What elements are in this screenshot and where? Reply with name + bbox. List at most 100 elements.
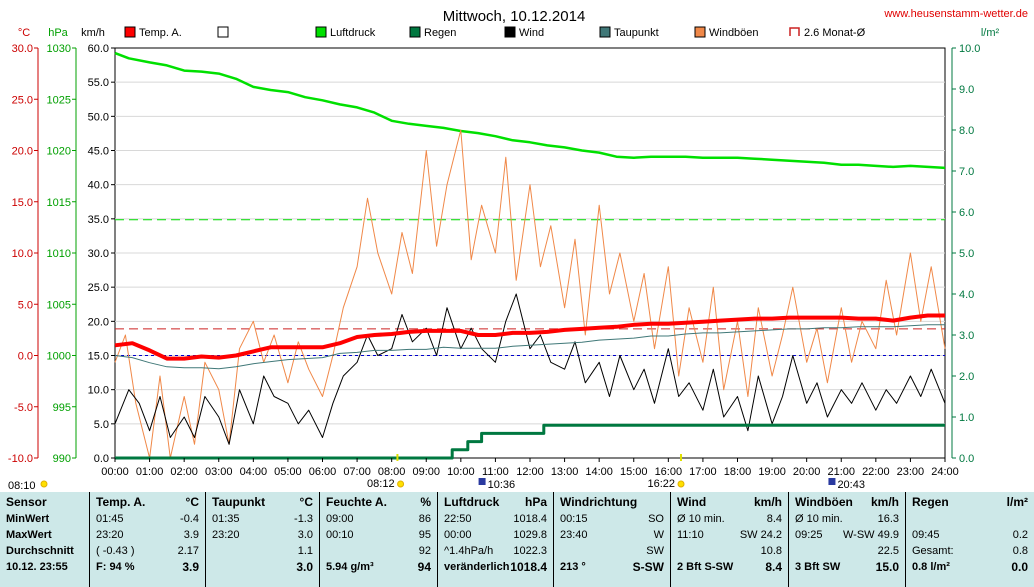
wind-tick-label: 25.0 (88, 282, 109, 294)
cell-label: F: 94 % (96, 561, 135, 573)
column-title: Windböen (795, 495, 853, 509)
table-row: 00:10 95 (320, 527, 437, 543)
column-title: Taupunkt (212, 495, 266, 509)
x-tick-label: 14:00 (585, 466, 613, 478)
x-tick-label: 17:00 (689, 466, 717, 478)
temp-tick-label: 30.0 (12, 43, 33, 55)
cell-label: 09:00 (326, 513, 354, 525)
column-title: Windrichtung (560, 495, 638, 509)
chart-title: Mittwoch, 10.12.2014 (443, 8, 586, 25)
wind-tick-label: 20.0 (88, 316, 109, 328)
legend-marker (789, 27, 800, 36)
cell-label: 23:20 (96, 529, 124, 541)
cell-label: 23:40 (560, 529, 588, 541)
table-column: Wind km/h Ø 10 min. 8.4 11:10 SW 24.2 10.8 2 Bf… (671, 492, 789, 587)
table-row: 2 Bft S-SW 8.4 (671, 559, 788, 575)
cell-label: 213 ° (560, 561, 586, 573)
wind-tick-label: 55.0 (88, 77, 109, 89)
legend-marker (504, 26, 516, 38)
table-row: Gesamt: 0.8 (906, 543, 1034, 559)
wind-tick-label: 10.0 (88, 385, 109, 397)
pressure-tick-label: 1025 (47, 94, 71, 106)
table-row: MaxWert (0, 527, 89, 543)
cell-label: 5.94 g/m³ (326, 561, 374, 573)
cell-value: SO (648, 513, 664, 525)
marker-time: 08:12 (367, 478, 395, 490)
table-row: 00:15 SO (554, 511, 670, 527)
x-tick-label: 15:00 (620, 466, 648, 478)
table-column: Temp. A. °C 01:45 -0.4 23:20 3.9 ( -0.43 ) 2.17… (90, 492, 206, 587)
cell-label: 10.12. 23:55 (6, 561, 68, 573)
table-column: Taupunkt °C 01:35 -1.3 23:20 3.0 1.1 3.0 (206, 492, 320, 587)
wind-tick-label: 45.0 (88, 146, 109, 158)
legend-marker (694, 26, 706, 38)
x-tick-label: 20:00 (793, 466, 821, 478)
column-title: Feuchte A. (326, 495, 387, 509)
x-tick-label: 24:00 (931, 466, 959, 478)
series-wind-gust (114, 129, 946, 459)
sun-icon (397, 480, 405, 488)
table-row: 22.5 (789, 543, 905, 559)
cell-value: SW 24.2 (739, 529, 782, 541)
table-column: Feuchte A.% 09:00 86 00:10 95 92 5.94 g/m³ 94 (320, 492, 438, 587)
series-wind (114, 293, 946, 445)
table-row: 23:40 W (554, 527, 670, 543)
cell-label: 00:15 (560, 513, 588, 525)
x-tick-label: 16:00 (655, 466, 683, 478)
cell-label: veränderlich (444, 561, 510, 573)
sun-icon (677, 480, 685, 488)
x-tick-label: 11:00 (482, 466, 509, 478)
table-row: 1.1 (206, 543, 319, 559)
temp-tick-label: 20.0 (12, 146, 33, 158)
x-tick-label: 08:00 (378, 466, 406, 478)
moon-icon (828, 478, 836, 485)
cell-value: 1018.4 (510, 560, 547, 574)
table-row: Ø 10 min. 16.3 (789, 511, 905, 527)
x-tick-label: 00:00 (101, 466, 129, 478)
column-title: Luftdruck (444, 495, 500, 509)
table-row: 92 (320, 543, 437, 559)
weather-chart: 60.0 55.0 50.0 45.0 40.0 35.0 30.0 25.0 20.0 15.0… (8, 8, 1028, 492)
pressure-tick-label: 990 (53, 453, 71, 465)
cell-label: 00:00 (444, 529, 472, 541)
column-title: Regen (912, 495, 949, 509)
wind-tick-label: 35.0 (88, 214, 109, 226)
legend-label: Windböen (709, 27, 759, 39)
wind-unit: km/h (81, 27, 105, 39)
rain-tick-label: 2.0 (959, 371, 974, 383)
legend-label: Temp. A. (139, 27, 182, 39)
x-tick-label: 02:00 (170, 466, 198, 478)
x-tick-label: 07:00 (343, 466, 371, 478)
x-tick-label: 03:00 (205, 466, 233, 478)
cell-value: 1018.4 (513, 513, 547, 525)
x-tick-label: 04:00 (240, 466, 268, 478)
cell-value: 92 (418, 545, 431, 557)
table-row: ^1.4hPa/h 1022.3 (438, 543, 553, 559)
cell-value: 1022.3 (513, 545, 547, 557)
sun-icon (40, 480, 48, 488)
cell-value: 94 (417, 560, 431, 574)
table-row: 23:20 3.9 (90, 527, 205, 543)
table-row: 09:00 86 (320, 511, 437, 527)
cell-value: 95 (418, 529, 431, 541)
table-row: 09:25 W-SW 49.9 (789, 527, 905, 543)
rain-tick-label: 5.0 (959, 248, 974, 260)
column-unit: % (420, 495, 431, 509)
table-column: Luftdruck hPa 22:50 1018.4 00:00 1029.8 ^1.4hP… (438, 492, 554, 587)
column-unit: °C (299, 495, 313, 509)
marker-time: 20:43 (837, 479, 865, 491)
wind-tick-label: 30.0 (88, 248, 109, 260)
x-tick-label: 23:00 (897, 466, 925, 478)
cell-label: MaxWert (6, 529, 52, 541)
cell-label: Gesamt: (912, 545, 954, 557)
moon-icon (478, 478, 486, 485)
x-tick-label: 13:00 (551, 466, 579, 478)
table-row: SW (554, 543, 670, 559)
column-header: Temp. A. °C (90, 492, 205, 511)
cell-value: SW (646, 545, 664, 557)
legend-marker (315, 26, 327, 38)
temp-tick-label: -5.0 (14, 402, 33, 414)
table-column: Regen l/m² 09:45 0.2 Gesamt: 0.8 0.8 l/m² 0.0 (906, 492, 1034, 587)
wind-tick-label: 40.0 (88, 180, 109, 192)
column-header: Regen l/m² (906, 492, 1034, 511)
